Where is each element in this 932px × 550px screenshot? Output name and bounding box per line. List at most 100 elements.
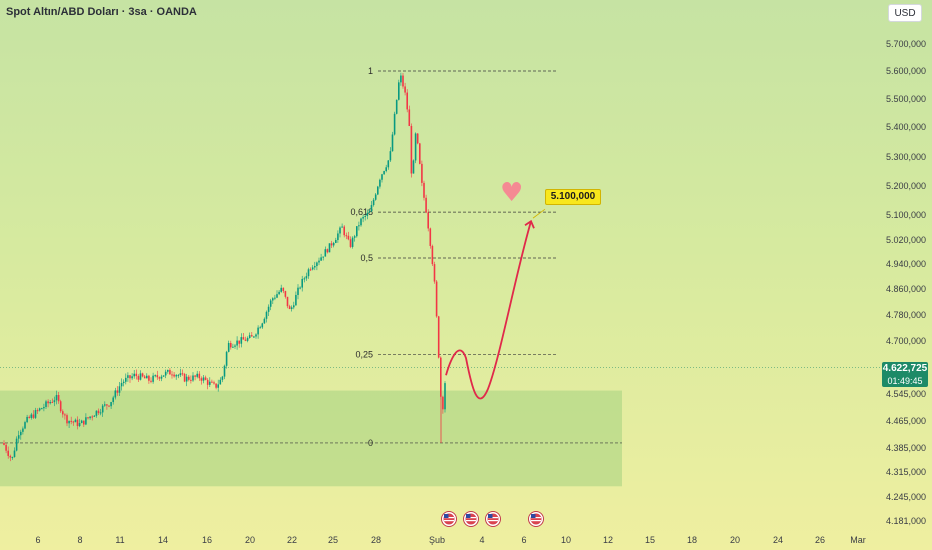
x-tick-label: Şub <box>429 535 445 545</box>
candle-body <box>290 307 293 310</box>
y-tick-label: 5.500,000 <box>886 94 926 104</box>
candle-body <box>311 267 314 270</box>
x-tick-label: Mar <box>850 535 866 545</box>
candle-body <box>379 179 381 187</box>
candle-body <box>351 237 354 247</box>
candle-body <box>427 212 429 229</box>
candle-body <box>314 266 316 268</box>
x-tick-label: 22 <box>287 535 297 545</box>
us-flag-event-icon[interactable] <box>463 511 479 527</box>
candle-body <box>435 281 438 317</box>
candle-body <box>393 113 396 135</box>
candle-body <box>288 306 291 310</box>
candle-body <box>402 75 404 87</box>
x-tick-label: 28 <box>371 535 381 545</box>
candle-body <box>162 375 165 377</box>
candle-body <box>116 390 119 393</box>
us-flag-event-icon[interactable] <box>441 511 457 527</box>
candle-body <box>20 431 22 436</box>
candle-body <box>152 375 154 382</box>
candle-body <box>148 375 150 381</box>
us-flag-event-icon[interactable] <box>485 511 501 527</box>
candle-body <box>316 262 318 267</box>
candle-body <box>135 373 138 377</box>
candle-body <box>358 225 360 227</box>
event-icon-stripe <box>444 517 454 519</box>
candle-body <box>257 327 259 335</box>
last-price-tag: 4.622,725 01:49:45 <box>882 362 928 387</box>
candle-body <box>234 345 236 347</box>
x-tick-label: 6 <box>35 535 40 545</box>
candle-body <box>421 163 423 183</box>
candle-body <box>200 378 203 381</box>
candle-body <box>408 109 411 127</box>
candle-body <box>366 212 369 216</box>
candle-body <box>293 305 295 308</box>
candle-body <box>38 408 41 411</box>
candle-body <box>219 379 222 385</box>
candle-body <box>265 311 268 319</box>
candle-body <box>368 211 371 213</box>
fib-level-label: 1 <box>368 66 373 76</box>
candle-body <box>53 400 56 403</box>
candle-body <box>246 338 249 341</box>
candle-body <box>324 249 327 257</box>
x-tick-label: 10 <box>561 535 571 545</box>
candle-body <box>66 415 68 424</box>
candle-body <box>76 419 79 427</box>
x-tick-label: 16 <box>202 535 212 545</box>
candle-body <box>24 422 26 429</box>
event-icon-stripe <box>444 520 454 522</box>
projection-path-layer <box>445 208 546 400</box>
candle-body <box>26 416 28 423</box>
candle-body <box>41 408 43 410</box>
heart-icon: ♥ <box>500 178 524 208</box>
candle-body <box>32 414 35 418</box>
candle-body <box>104 404 106 406</box>
candle-body <box>391 134 394 152</box>
x-axis: 6 8 11 14 16 20 22 25 28 Şub 4 6 10 12 15 18 20 24 26 Mar <box>35 535 865 545</box>
candle-body <box>297 287 299 295</box>
y-tick-label: 5.700,000 <box>886 39 926 49</box>
y-tick-label: 5.100,000 <box>886 210 926 220</box>
candle-body <box>181 373 184 375</box>
candle-body <box>423 182 425 198</box>
candle-body <box>259 327 261 329</box>
candle-body <box>267 306 270 312</box>
target-price-label[interactable]: 5.100,000 <box>545 189 601 205</box>
candle-body <box>110 402 112 407</box>
candle-body <box>198 373 201 379</box>
candle-body <box>173 374 175 377</box>
y-tick-label: 4.780,000 <box>886 310 926 320</box>
candle-body <box>343 226 345 236</box>
candle-body <box>13 450 16 457</box>
target-connector <box>532 208 546 219</box>
candle-body <box>412 160 415 174</box>
candle-body <box>62 411 64 415</box>
candle-body <box>47 401 49 404</box>
us-flag-event-icon[interactable] <box>528 511 544 527</box>
currency-button[interactable]: USD <box>888 4 922 22</box>
candle-body <box>85 417 87 425</box>
candle-body <box>118 386 121 393</box>
candle-body <box>30 414 33 418</box>
demand-zone-layer <box>0 390 622 487</box>
candle-body <box>158 377 161 379</box>
candle-body <box>225 351 228 366</box>
candle-body <box>253 336 255 338</box>
event-icon-stripe <box>531 517 541 519</box>
candle-body <box>45 401 47 407</box>
candle-body <box>269 300 272 307</box>
fib-level-label: 0,5 <box>360 253 373 263</box>
last-price-value: 4.622,725 <box>882 363 928 374</box>
candle-body <box>175 375 177 377</box>
candle-body <box>204 377 207 380</box>
candle-body <box>272 298 274 301</box>
x-tick-label: 12 <box>603 535 613 545</box>
candle-body <box>236 340 238 346</box>
candle-body <box>70 420 72 422</box>
candle-body <box>335 239 337 243</box>
candle-body <box>301 278 303 288</box>
candle-body <box>240 337 243 344</box>
